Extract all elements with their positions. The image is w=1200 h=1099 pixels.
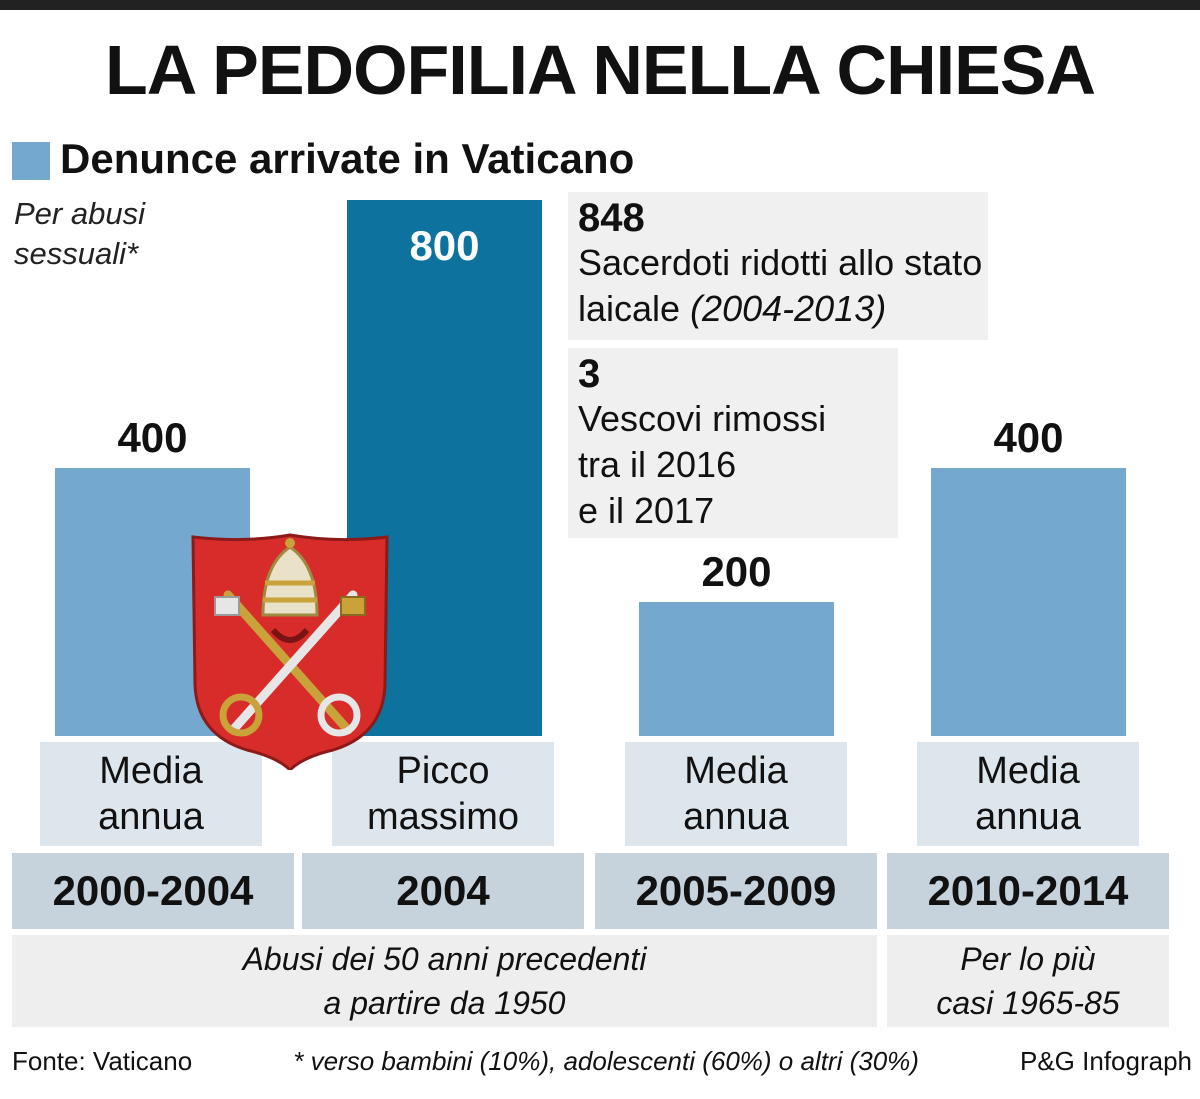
- sublabel-line: Media: [99, 750, 203, 792]
- info-text-period: (2004-2013): [690, 288, 887, 329]
- footnote-line: Abusi dei 50 anni precedenti: [242, 941, 647, 977]
- category-label: 2000-2004: [12, 853, 294, 929]
- bar-sublabel: Media annua: [625, 742, 847, 846]
- note-line-1: Per abusi: [14, 196, 145, 231]
- bar-sublabel: Media annua: [917, 742, 1139, 846]
- sublabel-line: annua: [975, 796, 1081, 838]
- footnote-line: a partire da 1950: [323, 985, 566, 1021]
- source-line: Fonte: Vaticano * verso bambini (10%), a…: [12, 1044, 1192, 1078]
- category-label: 2010-2014: [887, 853, 1169, 929]
- legend-label: Denunce arrivate in Vaticano: [60, 135, 635, 182]
- bar-value-label: 200: [701, 548, 771, 595]
- top-rule: [0, 0, 1200, 10]
- legend-swatch: [12, 142, 50, 180]
- info-box-priests: 848 Sacerdoti ridotti allo stato laicale…: [568, 192, 988, 340]
- footnote-early-period: Abusi dei 50 anni precedenti a partire d…: [12, 935, 877, 1027]
- sublabel-line: Media: [684, 750, 788, 792]
- bar-value-label: 400: [993, 414, 1063, 461]
- bar-2010-2014: [931, 468, 1126, 736]
- bar-chart: 400 800 200 400: [55, 200, 1126, 736]
- note-line-2: sessuali*: [14, 236, 139, 271]
- info-text-line: Sacerdoti ridotti allo stato: [578, 242, 983, 283]
- sublabel-line: massimo: [366, 796, 520, 838]
- sublabel-line: Picco: [396, 750, 490, 792]
- bar-sublabel: Picco massimo: [332, 742, 554, 846]
- sublabel-line: Media: [976, 750, 1080, 792]
- bar-sublabel: Media annua: [40, 742, 262, 846]
- category-label: 2005-2009: [595, 853, 877, 929]
- info-text-line: e il 2017: [578, 490, 715, 531]
- info-number: 3: [578, 352, 601, 396]
- info-box-bishops: 3 Vescovi rimossi tra il 2016 e il 2017: [568, 348, 898, 538]
- footnote-line: Per lo più: [960, 941, 1096, 977]
- info-text-line: Vescovi rimossi: [578, 398, 827, 439]
- bar-value-label: 800: [409, 222, 479, 269]
- asterisk-note: * verso bambini (10%), adolescenti (60%)…: [293, 1046, 919, 1076]
- info-text-line: tra il 2016: [578, 444, 737, 485]
- bar-2005-2009: [639, 602, 834, 736]
- chart-title: LA PEDOFILIA NELLA CHIESA: [105, 31, 1096, 109]
- sublabel-line: annua: [683, 796, 789, 838]
- footnote-late-period: Per lo più casi 1965-85: [887, 935, 1169, 1027]
- category-label: 2004: [302, 853, 584, 929]
- source-label: Fonte: Vaticano: [12, 1046, 193, 1076]
- note: Per abusi sessuali*: [14, 194, 145, 274]
- sublabel-line: annua: [98, 796, 204, 838]
- info-text-part: laicale: [578, 288, 691, 329]
- info-number: 848: [578, 196, 645, 240]
- bar-value-label: 400: [117, 414, 187, 461]
- footnote-line: casi 1965-85: [936, 985, 1120, 1021]
- credit-label: P&G Infograph: [1020, 1046, 1192, 1076]
- info-text-line: laicale (2004-2013): [578, 286, 988, 332]
- vatican-coat-of-arms-icon: [191, 533, 389, 770]
